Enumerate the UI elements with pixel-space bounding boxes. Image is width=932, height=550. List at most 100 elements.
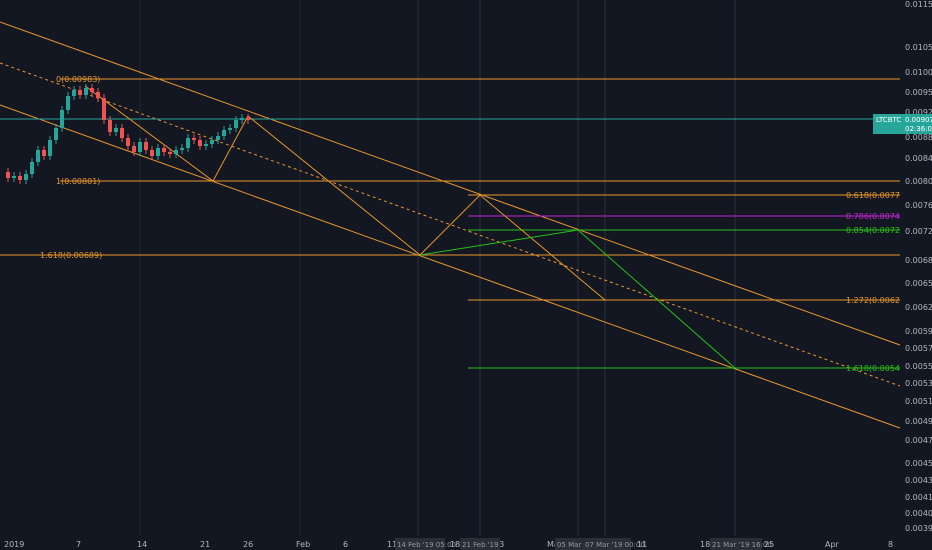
- candle-body: [150, 150, 154, 156]
- projection-green[interactable]: [419, 229, 736, 369]
- candle-body: [180, 148, 184, 150]
- time-label: 7: [76, 540, 81, 549]
- time-label: 18: [700, 540, 710, 549]
- time-tag-4: 07 Mar '19 00:00: [585, 541, 645, 549]
- time-tag-3: 05 Mar '19: [557, 541, 594, 549]
- current-price-value: 0.00907: [905, 116, 932, 124]
- candle-body: [42, 150, 46, 156]
- candle-body: [174, 150, 178, 154]
- time-label: 8: [888, 540, 893, 549]
- candle-body: [192, 138, 196, 140]
- candle-body: [84, 88, 88, 95]
- candle-body: [48, 140, 52, 156]
- fib-label-0: 0(0.00983): [56, 75, 100, 84]
- candle-body: [234, 120, 238, 128]
- candlestick-series[interactable]: [6, 84, 250, 184]
- current-price-countdown: 02:36:01: [905, 125, 932, 133]
- fib-labels: 0(0.00983) 1(0.00801) 1.618(0.00689) 0.6…: [40, 75, 908, 373]
- fib-levels[interactable]: [0, 78, 900, 369]
- price-label: 0.00404: [905, 509, 932, 518]
- candle-body: [156, 148, 160, 156]
- price-label: 0.00418: [905, 493, 932, 502]
- time-label: 11: [387, 540, 397, 549]
- candle-body: [186, 138, 190, 148]
- candle-body: [54, 128, 58, 140]
- candle-body: [228, 128, 232, 130]
- price-label: 0.00390: [905, 524, 932, 533]
- candle-body: [216, 136, 220, 140]
- time-label: 2019: [4, 540, 24, 549]
- candle-body: [72, 90, 76, 96]
- candle-body: [66, 96, 70, 110]
- fib-label-0786: 0.786(0.00744): [846, 212, 908, 221]
- time-label: 18: [450, 540, 460, 549]
- time-label: 14: [137, 540, 147, 549]
- time-label: 11: [637, 540, 647, 549]
- candle-body: [132, 146, 136, 152]
- candle-body: [90, 88, 94, 92]
- candle-body: [36, 150, 40, 162]
- chart-grid: [139, 0, 736, 536]
- candle-body: [78, 90, 82, 95]
- trend-channel[interactable]: [0, 21, 901, 429]
- candle-body: [12, 176, 16, 178]
- fib-label-1618a: 1.618(0.00689): [40, 251, 102, 260]
- candle-body: [18, 176, 22, 180]
- candle-body: [60, 110, 64, 128]
- candle-body: [102, 98, 106, 120]
- time-tag-5: 21 Mar '19 16:00: [712, 541, 772, 549]
- projection-orange[interactable]: [84, 85, 606, 301]
- time-label: 26: [243, 540, 253, 549]
- candle-body: [162, 148, 166, 152]
- candle-body: [222, 130, 226, 136]
- time-label: 6: [343, 540, 348, 549]
- time-label: Feb: [296, 540, 310, 549]
- candle-body: [114, 128, 118, 132]
- time-label: 21: [200, 540, 210, 549]
- candle-body: [24, 174, 28, 180]
- time-tags: 14 Feb '19 05:00 21 Feb '19 05 Mar '19 0…: [395, 538, 772, 550]
- candle-body: [138, 142, 142, 152]
- fib-label-1618b: 1.618(0.00546): [846, 364, 908, 373]
- time-axis[interactable]: 20197142126Feb6111823Mar111825Apr8 14 Fe…: [0, 536, 932, 550]
- time-label: Apr: [825, 540, 840, 549]
- candle-body: [126, 138, 130, 146]
- time-tag-2: 21 Feb '19: [462, 541, 499, 549]
- candle-body: [30, 162, 34, 174]
- candle-body: [144, 142, 148, 150]
- time-label: 25: [764, 540, 774, 549]
- candle-body: [168, 152, 172, 154]
- price-label: 0.00434: [905, 476, 932, 485]
- candle-body: [108, 120, 112, 132]
- candle-body: [6, 172, 10, 178]
- candle-body: [198, 140, 202, 146]
- fib-label-0618: 0.618(0.00777): [846, 191, 908, 200]
- time-tag-1: 14 Feb '19 05:00: [397, 541, 456, 549]
- current-price-badge: [873, 114, 932, 134]
- fib-label-1272: 1.272(0.00626): [846, 296, 908, 305]
- candle-body: [240, 118, 244, 120]
- fib-label-0854: 0.854(0.00723): [846, 226, 908, 235]
- current-price-symbol: LTCBTC: [876, 116, 901, 124]
- fib-label-1: 1(0.00801): [56, 177, 100, 186]
- candle-body: [204, 144, 208, 146]
